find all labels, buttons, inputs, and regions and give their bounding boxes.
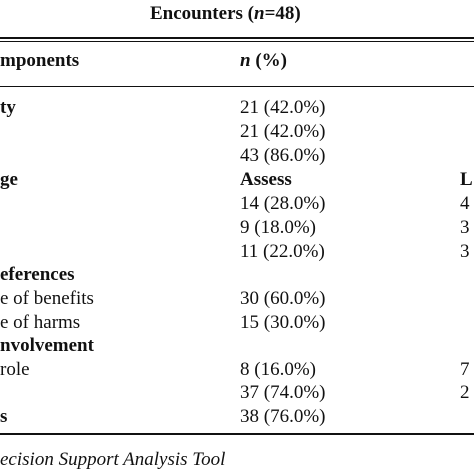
row-label: e of harms [0,312,81,333]
row-label: ge [0,169,18,190]
row-value: 43 (86.0%) [240,145,326,166]
encounters-header: Encounters (n=48) [150,3,301,25]
row-value: 21 (42.0%) [240,121,326,142]
n-percent-var: n [240,50,251,71]
encounters-prefix: Encounters ( [150,3,254,24]
row-value: 37 (74.0%) [240,382,326,403]
n-percent-column-header: n (%) [240,50,287,72]
header-rule [0,86,474,87]
row-right-cut: 3 [460,241,470,262]
row-value: 30 (60.0%) [240,288,326,309]
top-rule [0,37,474,39]
top-rule-thin [0,41,474,42]
row-value: 11 (22.0%) [240,241,325,262]
components-column-header: mponents [0,50,80,71]
encounters-n-var: n [253,3,265,24]
row-right-cut: 3 [460,217,470,238]
row-right-cut: 7 [460,359,470,380]
row-right-cut: 2 [460,382,470,403]
encounters-suffix: =48) [264,3,301,24]
row-right-cut: L [460,169,473,190]
row-label: ty [0,97,16,118]
row-value: Assess [240,169,292,190]
row-label: role [0,359,30,380]
row-value: 15 (30.0%) [240,312,326,333]
row-right-cut: 4 [460,193,470,214]
row-value: 9 (18.0%) [240,217,316,238]
row-label: nvolvement [0,335,94,356]
table-footnote: ecision Support Analysis Tool [0,449,226,470]
row-label: s [0,406,8,427]
row-label: eferences [0,264,75,285]
bottom-rule [0,433,474,435]
n-percent-rest: (%) [250,50,287,71]
row-value: 8 (16.0%) [240,359,316,380]
row-value: 14 (28.0%) [240,193,326,214]
row-value: 21 (42.0%) [240,97,326,118]
row-label: e of benefits [0,288,94,309]
row-value: 38 (76.0%) [240,406,326,427]
